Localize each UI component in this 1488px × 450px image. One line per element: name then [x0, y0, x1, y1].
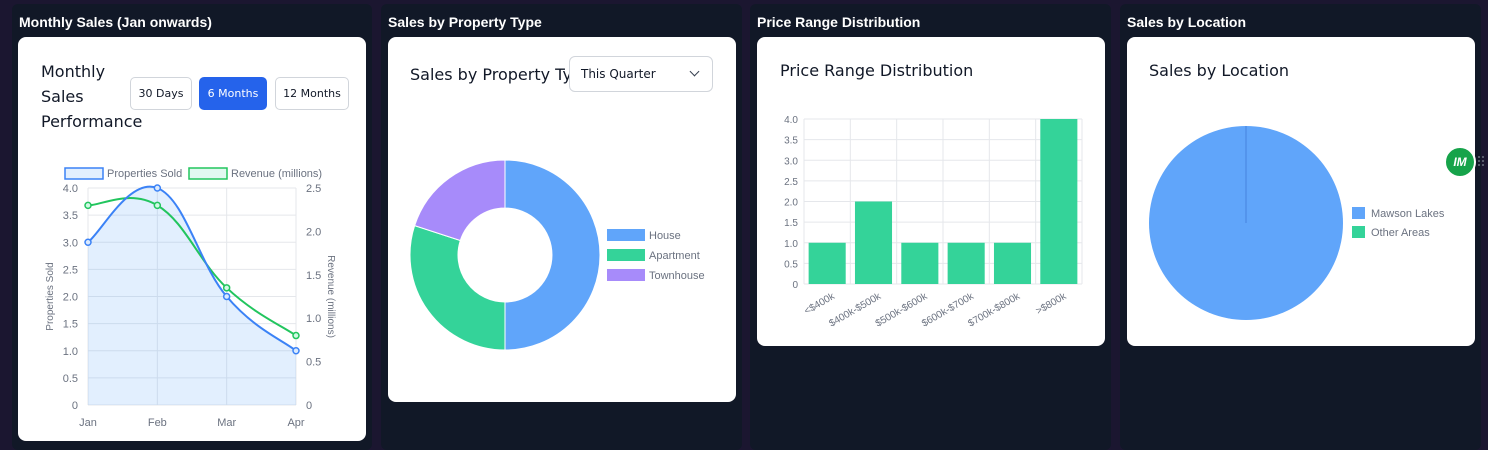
legend-label: Mawson Lakes [1371, 208, 1445, 220]
location-card-title: Sales by Location [1149, 61, 1290, 80]
legend-swatch [1352, 226, 1365, 238]
price-range-bar-chart: 00.51.01.52.02.53.03.54.0<$400k$400k-$50… [784, 115, 1083, 330]
monthly-card-title: Monthly Sales Performance [41, 59, 142, 134]
x-tick-label: Jan [79, 417, 97, 429]
chevron-down-icon [689, 66, 700, 77]
y2-tick-label: 1.0 [306, 313, 321, 325]
legend-label: Townhouse [649, 270, 705, 282]
series-line-revenue [87, 197, 297, 337]
y-tick-label: 1.5 [784, 218, 798, 229]
y2-tick-label: 0 [306, 400, 312, 412]
legend-swatch [607, 229, 645, 241]
period-select-value: This Quarter [581, 67, 656, 81]
title-line: Performance [41, 112, 143, 131]
property-type-doughnut-chart: House Apartment Townhouse [409, 159, 705, 351]
y2-tick-label: 0.5 [306, 357, 321, 369]
legend-swatch [607, 249, 645, 261]
bar-1 [854, 201, 893, 284]
im-logo-icon[interactable]: IM [1444, 146, 1476, 178]
monthly-sales-card: Monthly Sales Performance 30 Days 6 Mont… [18, 37, 366, 441]
period-select[interactable]: This Quarter [569, 56, 713, 92]
data-point-properties-sold [153, 184, 162, 192]
range-12-months-button[interactable]: 12 Months [275, 77, 349, 110]
legend-label: Other Areas [1371, 227, 1430, 239]
y-tick-label: 2.5 [784, 177, 798, 188]
x-tick-label: <$400k [803, 291, 838, 318]
x-tick-label: Mar [217, 417, 236, 429]
drag-handle-icon[interactable] [1478, 156, 1484, 168]
y2-axis-label: Revenue (millions) [325, 255, 336, 338]
data-point-revenue [153, 201, 162, 210]
range-30-days-button[interactable]: 30 Days [130, 77, 192, 110]
y-tick-label: 0.5 [784, 259, 798, 270]
y-tick-label: 2.5 [63, 264, 78, 276]
series-line-properties-sold [87, 185, 297, 352]
data-point-revenue [84, 201, 92, 210]
bar-4 [993, 242, 1032, 284]
legend-swatch-properties-sold [64, 167, 104, 180]
doughnut-slice-apartment [409, 225, 506, 351]
series-area-properties-sold [88, 186, 296, 405]
legend-label: Apartment [649, 250, 700, 262]
data-point-properties-sold [222, 292, 231, 301]
y-tick-label: 4.0 [784, 115, 798, 126]
y-tick-label: 3.0 [784, 156, 798, 167]
legend-label: Properties Sold [107, 168, 182, 180]
legend-swatch [607, 269, 645, 281]
y-tick-label: 3.5 [63, 210, 78, 222]
y-axis-label: Properties Sold [45, 262, 56, 330]
bar-3 [947, 242, 985, 284]
y-tick-label: 0 [72, 400, 78, 412]
y-tick-label: 3.5 [784, 136, 798, 147]
doughnut-slice-house [504, 159, 601, 351]
bar-5 [1040, 119, 1078, 284]
panel-title: Sales by Location [1127, 14, 1247, 30]
data-point-properties-sold [292, 347, 300, 355]
panel-title: Price Range Distribution [757, 14, 921, 30]
y2-tick-label: 2.0 [306, 226, 321, 238]
title-line: Monthly [41, 62, 106, 81]
location-pie-chart: Mawson Lakes Other Areas [1149, 126, 1445, 320]
panel-title: Sales by Property Type [388, 14, 542, 30]
x-tick-label: Feb [148, 417, 167, 429]
title-line: Sales [41, 87, 84, 106]
price-card-title: Price Range Distribution [780, 61, 974, 80]
property-card-title: Sales by Property Type [410, 65, 592, 84]
panel-title: Monthly Sales (Jan onwards) [19, 14, 212, 30]
y-tick-label: 0.5 [63, 373, 78, 385]
data-point-revenue [222, 284, 231, 292]
y-tick-label: 1.5 [63, 319, 78, 331]
data-point-revenue [292, 331, 300, 340]
y-tick-label: 1.0 [63, 346, 78, 358]
range-6-months-button[interactable]: 6 Months [199, 77, 267, 110]
y-tick-label: 0 [792, 280, 798, 291]
y-tick-label: 1.0 [784, 239, 798, 250]
y-tick-label: 3.0 [63, 237, 78, 249]
y-tick-label: 2.0 [784, 198, 798, 209]
x-tick-label: Apr [287, 417, 304, 429]
bar-0 [808, 242, 846, 284]
doughnut-slice-townhouse [414, 159, 506, 242]
legend-swatch-revenue [188, 167, 228, 180]
x-tick-label: $700k-$800k [966, 291, 1022, 330]
y-tick-label: 2.0 [63, 292, 78, 304]
y2-tick-label: 2.5 [306, 183, 321, 195]
y-tick-label: 4.0 [63, 183, 78, 195]
x-tick-label: >$800k [1034, 291, 1069, 318]
legend-swatch [1352, 207, 1365, 219]
y2-tick-label: 1.5 [306, 270, 321, 282]
bar-2 [901, 242, 939, 284]
legend-label: Revenue (millions) [231, 168, 322, 180]
legend-label: House [649, 230, 681, 242]
data-point-properties-sold [84, 238, 92, 246]
